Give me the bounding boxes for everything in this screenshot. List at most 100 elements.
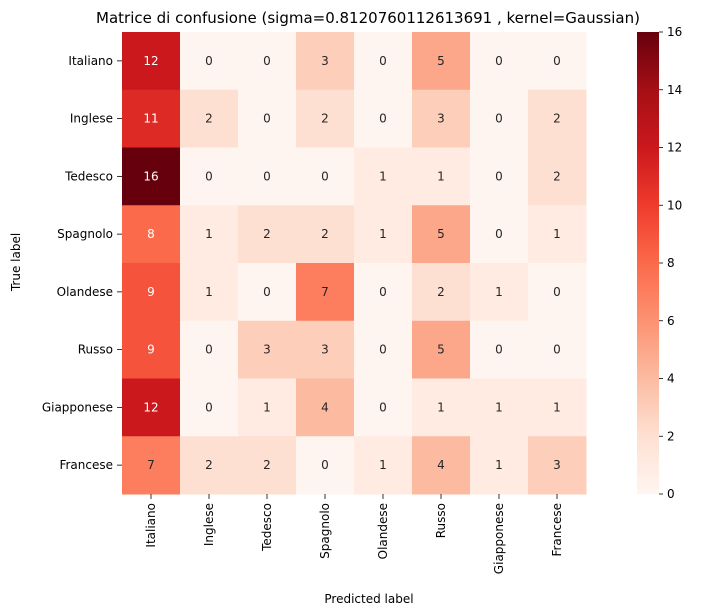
cell-value-label: 0 bbox=[263, 54, 271, 68]
cell-value-label: 1 bbox=[553, 227, 561, 241]
heatmap-cell bbox=[122, 32, 181, 91]
heatmap-cell bbox=[296, 205, 355, 264]
cell-value-label: 16 bbox=[143, 169, 158, 183]
cell-value-label: 1 bbox=[205, 227, 213, 241]
x-tick-label: Tedesco bbox=[260, 503, 274, 552]
heatmap-cell bbox=[180, 378, 239, 437]
cell-value-label: 0 bbox=[379, 400, 387, 414]
cell-value-label: 0 bbox=[379, 285, 387, 299]
y-tick-label: Russo bbox=[78, 343, 113, 357]
cell-value-label: 5 bbox=[437, 343, 445, 357]
heatmap-cells bbox=[122, 32, 587, 495]
heatmap-cell bbox=[528, 89, 587, 148]
colorbar-tick-label: 2 bbox=[667, 429, 675, 443]
cell-value-label: 2 bbox=[553, 169, 561, 183]
colorbar-tick-label: 14 bbox=[667, 83, 682, 97]
heatmap-cell bbox=[238, 32, 297, 91]
cell-value-label: 1 bbox=[205, 285, 213, 299]
x-tick-label: Francese bbox=[550, 503, 564, 557]
cell-value-label: 4 bbox=[321, 400, 329, 414]
heatmap-cell bbox=[180, 436, 239, 495]
cell-value-label: 1 bbox=[553, 400, 561, 414]
heatmap-cell bbox=[412, 147, 471, 206]
heatmap-cell bbox=[238, 436, 297, 495]
heatmap-cell bbox=[122, 436, 181, 495]
heatmap-cell bbox=[412, 205, 471, 264]
heatmap-cell bbox=[412, 436, 471, 495]
cell-value-label: 2 bbox=[553, 112, 561, 126]
heatmap-cell bbox=[354, 320, 413, 379]
cell-value-label: 1 bbox=[495, 285, 503, 299]
cell-value-label: 3 bbox=[437, 112, 445, 126]
cell-value-label: 0 bbox=[263, 169, 271, 183]
cell-value-label: 0 bbox=[553, 54, 561, 68]
heatmap-cell-labels: 12 0 0 3 0 5 0 011 2 0 2 0 3 0 216 0 0 0 1 1 0 28 1 2 2 1 5 0 19 1 0 7 0… bbox=[143, 54, 560, 472]
cell-value-label: 12 bbox=[143, 54, 158, 68]
heatmap-cell bbox=[470, 89, 529, 148]
heatmap-cell bbox=[354, 32, 413, 91]
heatmap-cell bbox=[180, 320, 239, 379]
heatmap-cell bbox=[122, 378, 181, 437]
heatmap-cell bbox=[122, 205, 181, 264]
heatmap-cell bbox=[180, 147, 239, 206]
y-tick-label: Olandese bbox=[57, 285, 113, 299]
cell-value-label: 11 bbox=[143, 112, 158, 126]
cell-value-label: 0 bbox=[263, 112, 271, 126]
colorbar-tick-label: 0 bbox=[667, 487, 675, 501]
colorbar-tick-label: 4 bbox=[667, 372, 675, 386]
heatmap-cell bbox=[528, 263, 587, 322]
heatmap-cell bbox=[122, 320, 181, 379]
cell-value-label: 1 bbox=[379, 227, 387, 241]
heatmap-cell bbox=[528, 32, 587, 91]
cell-value-label: 2 bbox=[205, 458, 213, 472]
heatmap-cell bbox=[528, 147, 587, 206]
colorbar-tick-label: 6 bbox=[667, 314, 675, 328]
y-axis-ticks: Italiano Inglese Tedesco Spagnolo Olandese Ru… bbox=[42, 54, 122, 472]
cell-value-label: 0 bbox=[495, 169, 503, 183]
cell-value-label: 2 bbox=[263, 458, 271, 472]
heatmap-cell bbox=[528, 320, 587, 379]
cell-value-label: 0 bbox=[495, 343, 503, 357]
heatmap-cell bbox=[412, 378, 471, 437]
y-tick-label: Tedesco bbox=[64, 169, 113, 183]
y-tick-label: Francese bbox=[59, 458, 113, 472]
y-tick-label: Italiano bbox=[68, 54, 113, 68]
cell-value-label: 1 bbox=[495, 400, 503, 414]
heatmap-cell bbox=[412, 320, 471, 379]
cell-value-label: 5 bbox=[437, 227, 445, 241]
heatmap-cell bbox=[296, 263, 355, 322]
cell-value-label: 2 bbox=[437, 285, 445, 299]
chart-title: Matrice di confusione (sigma=0.812076011… bbox=[96, 9, 640, 27]
heatmap-cell bbox=[412, 263, 471, 322]
heatmap-cell bbox=[238, 89, 297, 148]
cell-value-label: 1 bbox=[379, 458, 387, 472]
heatmap-cell bbox=[470, 263, 529, 322]
x-tick-label: Russo bbox=[434, 503, 448, 538]
heatmap-cell bbox=[528, 205, 587, 264]
cell-value-label: 1 bbox=[495, 458, 503, 472]
heatmap-cell bbox=[238, 378, 297, 437]
cell-value-label: 3 bbox=[263, 343, 271, 357]
heatmap-cell bbox=[180, 263, 239, 322]
heatmap-cell bbox=[354, 205, 413, 264]
colorbar-tick-label: 10 bbox=[667, 198, 682, 212]
heatmap-cell bbox=[470, 147, 529, 206]
y-tick-label: Inglese bbox=[70, 112, 113, 126]
cell-value-label: 4 bbox=[437, 458, 445, 472]
heatmap-cell bbox=[296, 378, 355, 437]
colorbar-tick-label: 16 bbox=[667, 25, 682, 39]
cell-value-label: 1 bbox=[437, 169, 445, 183]
x-tick-label: Italiano bbox=[144, 503, 158, 548]
cell-value-label: 12 bbox=[143, 400, 158, 414]
heatmap-cell bbox=[122, 89, 181, 148]
cell-value-label: 0 bbox=[553, 285, 561, 299]
heatmap-cell bbox=[354, 263, 413, 322]
heatmap-cell bbox=[238, 320, 297, 379]
heatmap-cell bbox=[354, 436, 413, 495]
heatmap-cell bbox=[296, 320, 355, 379]
y-axis-label: True label bbox=[9, 233, 23, 292]
colorbar-tick-label: 12 bbox=[667, 141, 682, 155]
cell-value-label: 0 bbox=[495, 227, 503, 241]
cell-value-label: 0 bbox=[379, 112, 387, 126]
